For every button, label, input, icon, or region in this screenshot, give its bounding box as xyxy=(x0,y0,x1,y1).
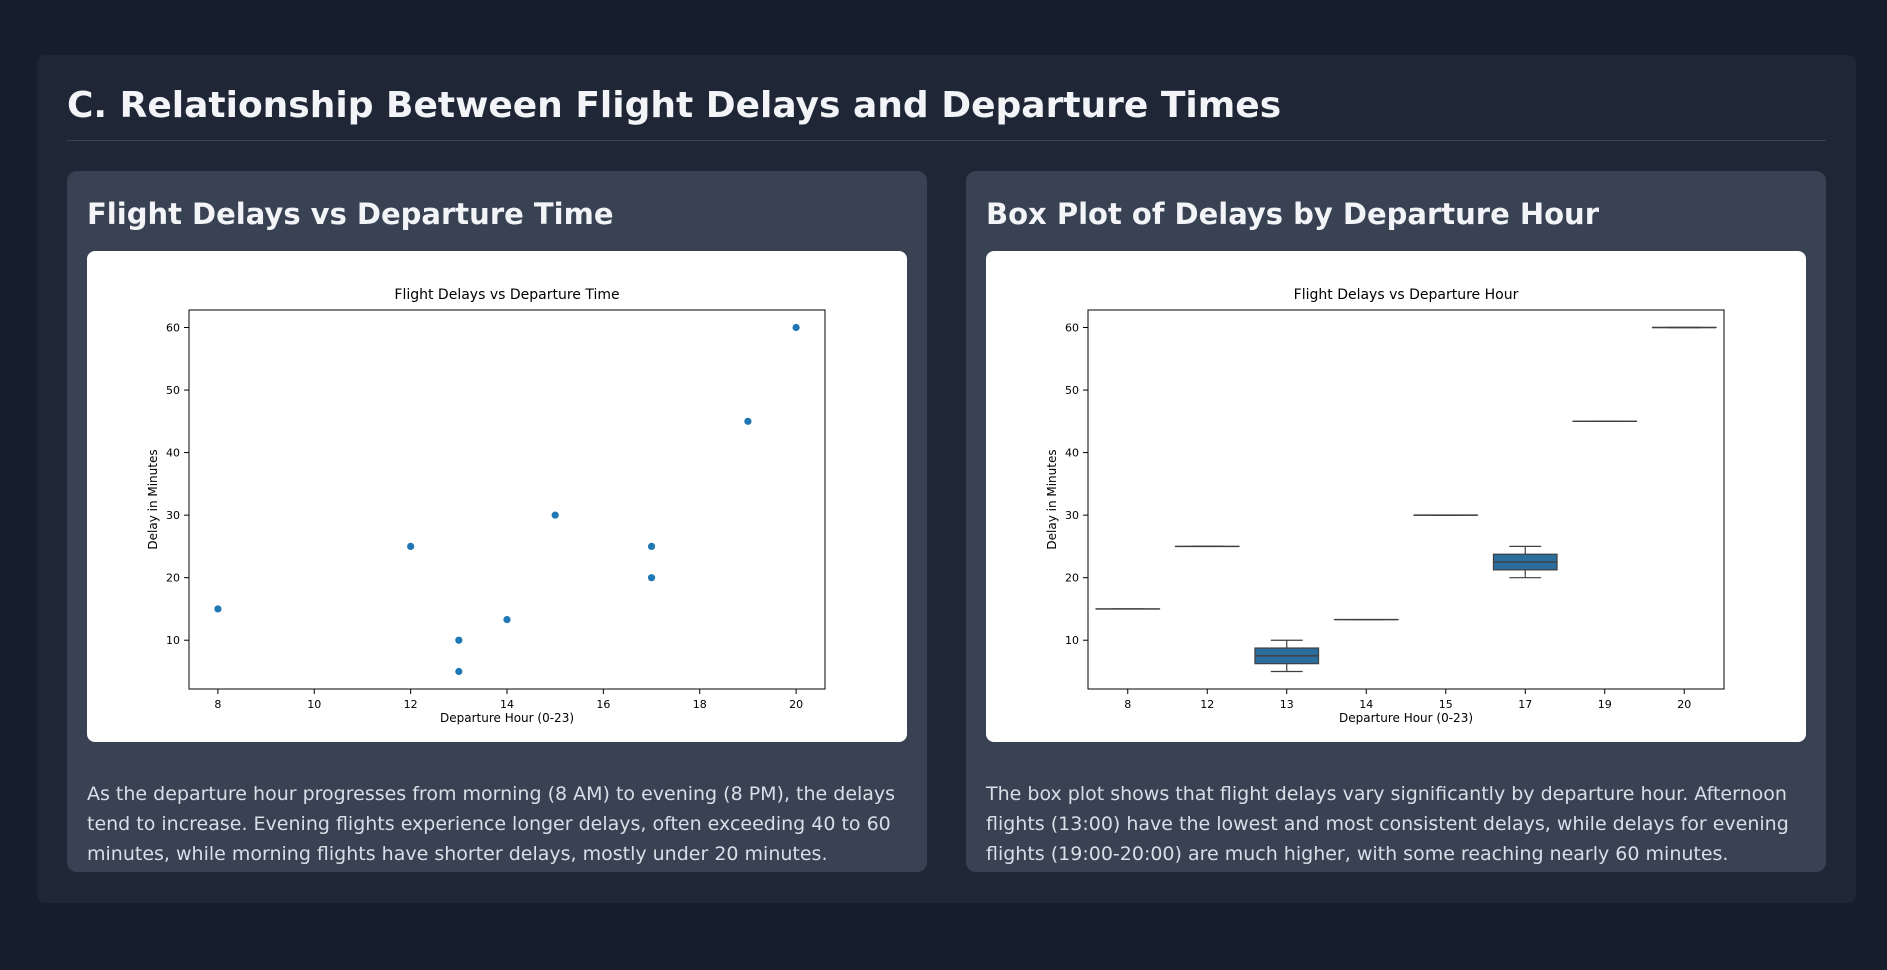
box-chart-title: Flight Delays vs Departure Hour xyxy=(1294,287,1519,303)
boxplot-card: Box Plot of Delays by Departure Hour Fli… xyxy=(966,171,1826,872)
box-x-tick-label: 12 xyxy=(1200,698,1214,711)
scatter-x-tick-label: 8 xyxy=(214,698,221,711)
box-x-tick-label: 20 xyxy=(1677,698,1691,711)
box-plot-item xyxy=(1492,545,1558,579)
box-y-tick-label: 20 xyxy=(1065,572,1079,585)
box-y-tick-label: 50 xyxy=(1065,384,1079,397)
section-title: C. Relationship Between Flight Delays an… xyxy=(67,85,1282,126)
scatter-plot-container: Flight Delays vs Departure Time Departure… xyxy=(87,251,907,742)
scatter-point xyxy=(792,323,800,332)
scatter-y-axis-label: Delay in Minutes xyxy=(146,449,160,549)
analysis-section: C. Relationship Between Flight Delays an… xyxy=(37,55,1856,903)
scatter-chart-title: Flight Delays vs Departure Time xyxy=(394,287,619,303)
scatter-point xyxy=(407,542,415,551)
box-y-tick-label: 30 xyxy=(1065,509,1079,522)
scatter-card-title: Flight Delays vs Departure Time xyxy=(87,197,614,231)
scatter-point xyxy=(551,511,559,519)
box-x-tick-label: 15 xyxy=(1439,698,1453,711)
scatter-point xyxy=(744,417,752,425)
boxplot-card-title: Box Plot of Delays by Departure Hour xyxy=(986,197,1600,231)
box-y-axis-label: Delay in Minutes xyxy=(1045,449,1059,549)
box-plot-frame xyxy=(1087,309,1725,690)
scatter-y-tick-label: 60 xyxy=(166,322,180,335)
scatter-x-tick-label: 10 xyxy=(307,698,321,711)
box-plot-item xyxy=(1254,639,1320,673)
scatter-y-tick-label: 10 xyxy=(166,634,180,647)
scatter-point xyxy=(503,615,511,624)
box-y-tick-label: 40 xyxy=(1065,447,1079,460)
box-x-tick-label: 19 xyxy=(1598,698,1612,711)
scatter-y-tick-label: 40 xyxy=(166,447,180,460)
scatter-plot-frame xyxy=(188,309,826,690)
scatter-point xyxy=(214,605,222,613)
scatter-point xyxy=(647,574,656,582)
scatter-x-tick-label: 20 xyxy=(789,698,803,711)
boxplot-container: Flight Delays vs Departure Hour Departure… xyxy=(986,251,1806,742)
boxplot-caption: The box plot shows that flight delays va… xyxy=(986,783,1789,865)
section-divider xyxy=(67,140,1826,141)
box-y-tick-label: 60 xyxy=(1065,322,1079,335)
box-x-axis-label: Departure Hour (0-23) xyxy=(1339,711,1473,725)
box-x-tick-label: 17 xyxy=(1518,698,1532,711)
scatter-chart: Flight Delays vs Departure Time Departure… xyxy=(146,287,826,725)
scatter-y-tick-label: 30 xyxy=(166,509,180,522)
boxplot-chart: Flight Delays vs Departure Hour Departure… xyxy=(1045,287,1725,725)
scatter-x-axis-label: Departure Hour (0-23) xyxy=(440,711,574,725)
scatter-caption: As the departure hour progresses from mo… xyxy=(87,783,896,865)
scatter-y-tick-label: 50 xyxy=(166,384,180,397)
box-y-tick-label: 10 xyxy=(1065,634,1079,647)
scatter-point xyxy=(455,667,463,676)
box-x-tick-label: 8 xyxy=(1124,698,1131,711)
scatter-card: Flight Delays vs Departure Time Flight D… xyxy=(67,171,927,872)
scatter-point xyxy=(455,636,463,644)
scatter-y-tick-label: 20 xyxy=(166,572,180,585)
scatter-x-tick-label: 16 xyxy=(596,698,610,711)
scatter-x-tick-label: 12 xyxy=(404,698,418,711)
scatter-x-tick-label: 14 xyxy=(500,698,514,711)
box-x-tick-label: 14 xyxy=(1359,698,1373,711)
box-x-tick-label: 13 xyxy=(1280,698,1294,711)
scatter-x-tick-label: 18 xyxy=(693,698,707,711)
scatter-point xyxy=(647,542,656,551)
